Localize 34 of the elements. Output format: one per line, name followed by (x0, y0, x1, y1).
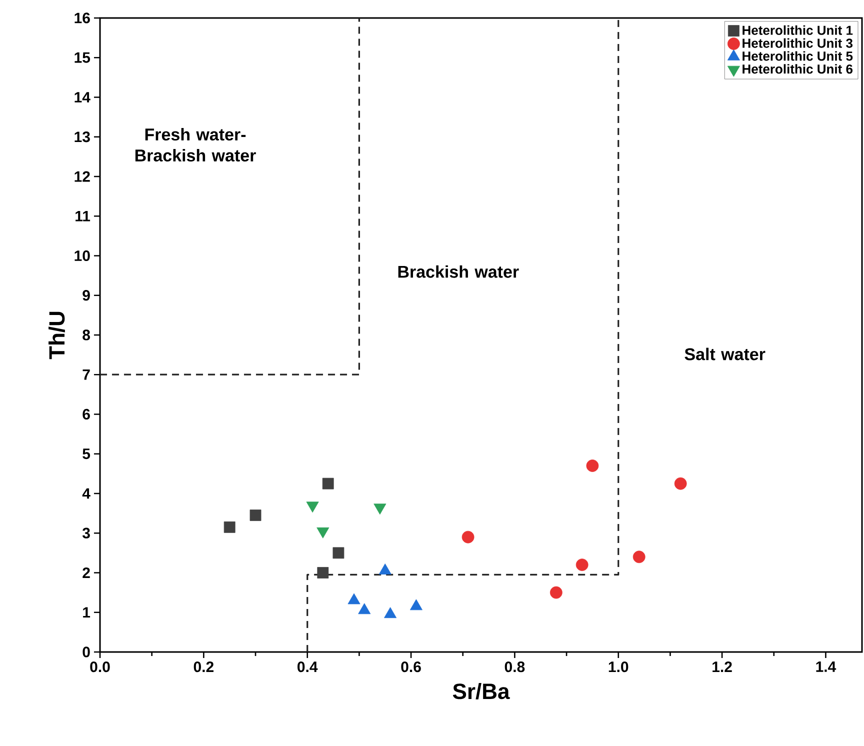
x-axis-title: Sr/Ba (452, 682, 510, 700)
y-tick-label: 14 (74, 92, 90, 102)
y-tick-label: 3 (82, 528, 90, 538)
y-tick-label: 15 (74, 52, 90, 63)
x-tick-label: 1.0 (608, 662, 628, 672)
y-tick-label: 10 (74, 250, 90, 262)
x-tick-label: 0.8 (504, 662, 525, 672)
x-tick-label: 1.2 (712, 662, 732, 672)
y-tick-label: 16 (74, 12, 90, 24)
y-tick-label: 8 (82, 330, 90, 340)
y-tick-label: 12 (74, 171, 90, 182)
annotation: Brackish water (398, 265, 519, 278)
x-tick-label: 0.0 (90, 662, 110, 672)
legend-label: Heterolithic Unit 1 (742, 25, 853, 35)
x-tick-label: 1.4 (816, 662, 836, 672)
y-axis-title: Th/U (48, 312, 65, 360)
y-tick-label: 11 (76, 210, 90, 222)
x-tick-label: 0.6 (401, 662, 421, 672)
annotation: Salt water (684, 348, 766, 360)
y-tick-label: 7 (82, 369, 90, 380)
x-tick-label: 0.2 (194, 662, 214, 672)
y-tick-label: 9 (82, 290, 90, 301)
legend-label: Heterolithic Unit 5 (742, 51, 853, 61)
y-tick-label: 2 (82, 567, 90, 578)
y-tick-label: 5 (82, 448, 90, 460)
legend-label: Heterolithic Unit 3 (742, 38, 853, 48)
y-tick-label: 0 (82, 646, 90, 658)
annotation: Fresh water-Brackish water (135, 128, 256, 162)
y-tick-label: 6 (82, 408, 90, 420)
y-tick-label: 1 (83, 607, 90, 618)
legend-label: Heterolithic Unit 6 (742, 64, 853, 74)
y-tick-label: 4 (82, 488, 90, 499)
x-tick-label: 0.4 (298, 662, 318, 672)
y-tick-label: 13 (74, 132, 90, 142)
